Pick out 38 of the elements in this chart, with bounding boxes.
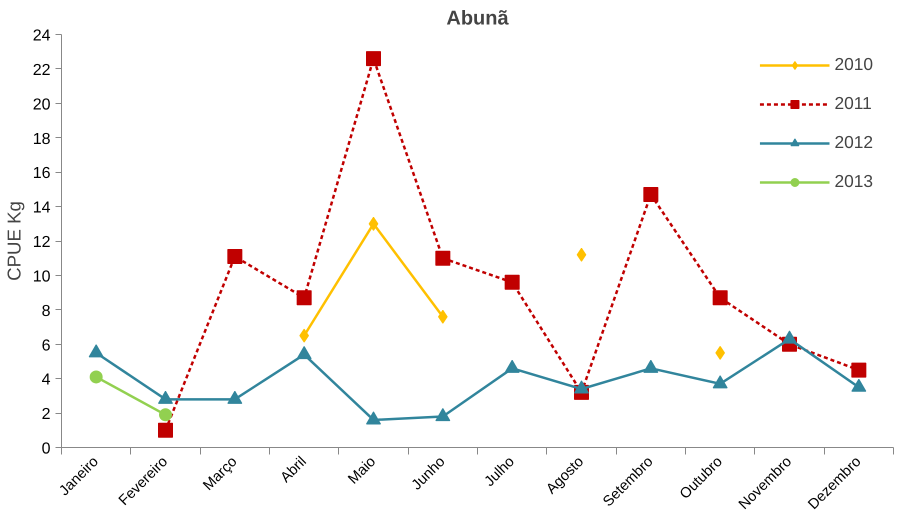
- legend-label: 2011: [834, 93, 872, 114]
- legend-label: 2012: [834, 132, 873, 153]
- y-tick-label: 14: [32, 200, 51, 217]
- point: [296, 290, 312, 306]
- point: [227, 390, 242, 404]
- point: [366, 411, 381, 425]
- point: [574, 380, 589, 394]
- y-tick-label: 8: [42, 302, 51, 320]
- point: [851, 378, 866, 392]
- y-tick-label: 10: [32, 268, 51, 286]
- point: [227, 248, 242, 264]
- y-axis-title: CPUE Kg: [4, 201, 25, 281]
- point: [88, 344, 104, 358]
- point: [504, 360, 520, 373]
- point: [296, 346, 312, 360]
- point: [643, 187, 658, 202]
- y-tick-label: 16: [32, 165, 51, 182]
- y-tick-label: 20: [32, 96, 51, 114]
- point: [504, 274, 520, 290]
- point: [712, 290, 728, 306]
- y-tick-label: 22: [32, 62, 51, 79]
- y-tick-label: 2: [42, 406, 51, 424]
- legend-label: 2013: [834, 171, 873, 192]
- y-tick-label: 24: [32, 28, 51, 44]
- point: [712, 375, 728, 388]
- point: [158, 390, 173, 404]
- y-tick-label: 0: [42, 440, 51, 458]
- y-tick-label: 18: [32, 130, 51, 148]
- legend-label: 2010: [834, 54, 873, 75]
- point: [643, 360, 658, 373]
- point: [90, 370, 103, 384]
- point: [435, 250, 450, 266]
- y-tick-label: 4: [42, 372, 51, 389]
- point: [435, 408, 450, 422]
- y-tick-label: 12: [32, 234, 51, 251]
- chart-title: Abunã: [446, 8, 510, 30]
- point: [782, 330, 797, 344]
- y-tick-label: 6: [42, 337, 51, 354]
